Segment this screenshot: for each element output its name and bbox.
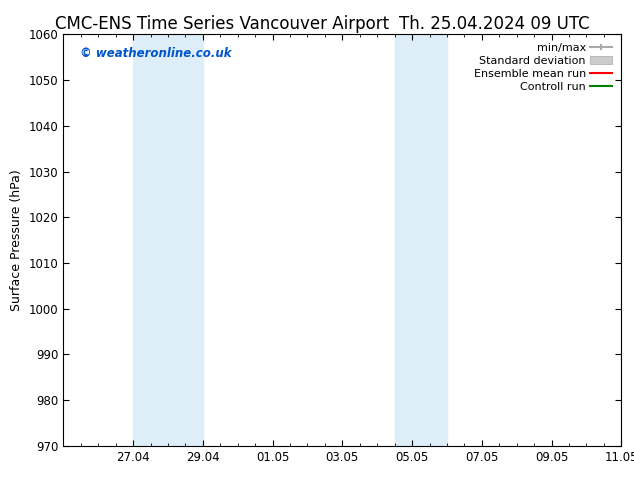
Text: CMC-ENS Time Series Vancouver Airport: CMC-ENS Time Series Vancouver Airport bbox=[55, 15, 389, 33]
Text: Th. 25.04.2024 09 UTC: Th. 25.04.2024 09 UTC bbox=[399, 15, 590, 33]
Y-axis label: Surface Pressure (hPa): Surface Pressure (hPa) bbox=[10, 169, 23, 311]
Bar bbox=[133, 34, 203, 446]
Legend: min/max, Standard deviation, Ensemble mean run, Controll run: min/max, Standard deviation, Ensemble me… bbox=[470, 40, 616, 95]
Text: © weatheronline.co.uk: © weatheronline.co.uk bbox=[80, 47, 232, 60]
Bar bbox=[394, 34, 447, 446]
